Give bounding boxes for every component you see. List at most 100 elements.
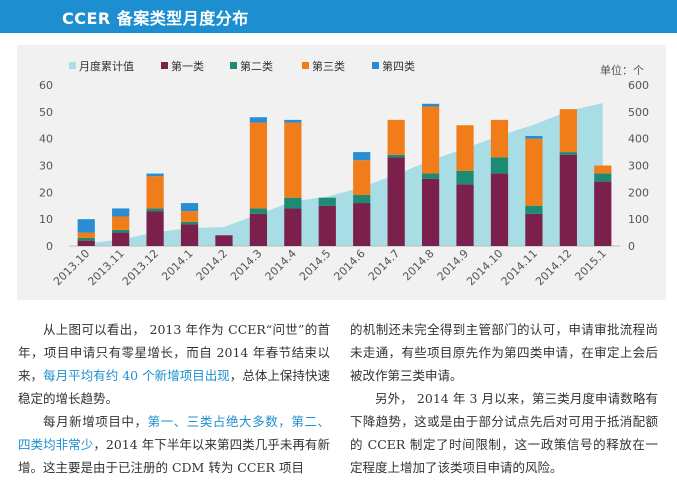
y-left-tick-label: 50	[39, 106, 53, 119]
bar-segment	[421, 178, 440, 246]
y-left-tick-label: 0	[46, 240, 53, 253]
x-tick-label: 2015.1	[572, 247, 608, 283]
bar-segment	[77, 219, 95, 233]
legend-swatch	[302, 62, 309, 69]
x-tick-label: 2014.5	[297, 247, 333, 283]
chart: 2013.102013.112013.122014.12014.22014.32…	[39, 59, 649, 288]
bar-segment	[146, 208, 164, 212]
bar-segment	[387, 157, 405, 246]
bar-segment	[525, 213, 543, 246]
p2-highlight: 第一、三类占绝大多数，第二、四类均非常少	[18, 414, 330, 452]
x-tick-label: 2014.4	[263, 247, 299, 283]
bar-segment	[353, 195, 371, 204]
bar-segment	[318, 205, 336, 246]
unit-label: 单位：个	[600, 63, 644, 77]
y-right-tick-label: 500	[628, 106, 649, 119]
bar-segment	[490, 157, 509, 174]
x-tick-label: 2013.11	[85, 247, 126, 288]
bar-segment	[525, 138, 543, 206]
bar-segment	[180, 224, 199, 246]
bar-segment	[456, 184, 474, 246]
x-tick-label: 2014.12	[533, 247, 574, 288]
p1-highlight: 每月平均有约 40 个新增项目出现	[43, 368, 230, 383]
x-tick-label: 2013.10	[51, 247, 92, 288]
bar-segment	[146, 176, 164, 209]
paragraph-3: 的机制还未完全得到主管部门的认可，申请审批流程尚未走通，有些项目原先作为第四类申…	[350, 322, 658, 383]
bar-segment	[180, 211, 199, 222]
bar-segment	[112, 232, 130, 246]
bar-segment	[249, 117, 268, 123]
y-right-tick-label: 600	[628, 79, 649, 92]
y-right-tick-label: 400	[628, 133, 649, 146]
text-column-left: 从上图可以看出， 2013 年作为 CCER“问世”的首年，项目申请只有零星增长…	[18, 318, 330, 479]
legend-swatch	[161, 62, 168, 69]
legend-label: 第三类	[312, 59, 345, 73]
x-tick-label: 2014.6	[331, 247, 367, 283]
legend-swatch	[230, 62, 237, 69]
p1-text-b: ，总体上保持快速稳定的增长趋势。	[18, 368, 330, 406]
bar-segment	[215, 235, 233, 246]
y-right-tick-label: 300	[628, 160, 649, 173]
bar-segment	[180, 221, 199, 225]
bar-segment	[353, 203, 371, 246]
p2-text-a: 每月新增项目中，	[43, 414, 148, 429]
bar-segment	[490, 173, 509, 246]
bar-segment	[456, 125, 474, 171]
bar-segment	[353, 160, 371, 196]
x-tick-label: 2014.11	[499, 247, 540, 288]
p1-text-a: 从上图可以看出， 2013 年作为 CCER“问世”的首年，项目申请只有零星增长…	[18, 322, 330, 383]
bar-segment	[77, 232, 95, 238]
x-tick-label: 2014.3	[228, 247, 264, 283]
x-tick-label: 2013.12	[120, 247, 161, 288]
x-tick-label: 2014.2	[194, 247, 230, 283]
bar-segment	[559, 154, 577, 246]
bar-segment	[180, 203, 199, 212]
bar-segment	[249, 208, 268, 214]
bar-segment	[112, 229, 130, 233]
bar-segment	[284, 122, 302, 198]
bar-segment	[594, 181, 612, 246]
y-left-tick-label: 20	[39, 186, 53, 199]
bar-segment	[146, 211, 164, 246]
y-left-tick-label: 60	[39, 79, 53, 92]
bar-segment	[421, 103, 440, 107]
section-header: CCER 备案类型月度分布	[0, 0, 677, 33]
bar-segment	[559, 109, 577, 153]
bar-segment	[77, 240, 95, 246]
bar-segment	[525, 135, 543, 139]
bar-segment	[421, 106, 440, 174]
chart-panel: 2013.10 2013.11 2013.12 2014.1 2014.2 2014.3 2…	[17, 45, 666, 300]
legend-label: 第一类	[171, 59, 204, 73]
text-column-right: 的机制还未完全得到主管部门的认可，申请审批流程尚未走通，有些项目原先作为第四类申…	[350, 318, 658, 479]
section-title: CCER 备案类型月度分布	[62, 9, 249, 28]
bar-segment	[525, 205, 543, 214]
legend-swatch	[372, 62, 379, 69]
bar-segment	[594, 165, 612, 174]
bar-segment	[112, 216, 130, 230]
bar-segment	[490, 119, 509, 158]
paragraph-1: 从上图可以看出， 2013 年作为 CCER“问世”的首年，项目申请只有零星增长…	[18, 318, 330, 410]
bar-segment	[146, 173, 164, 177]
bar-segment	[284, 197, 302, 209]
bar-segment	[387, 154, 405, 158]
legend-swatch	[69, 62, 76, 69]
legend-label: 第二类	[240, 59, 273, 73]
x-tick-label: 2014.7	[366, 247, 402, 283]
x-tick-label: 2014.1	[159, 247, 195, 283]
y-right-tick-label: 100	[628, 213, 649, 226]
bar-segment	[456, 170, 474, 185]
y-right-tick-label: 200	[628, 186, 649, 199]
x-tick-label: 2014.8	[400, 247, 436, 283]
y-left-tick-label: 40	[39, 133, 53, 146]
y-left-tick-label: 30	[39, 160, 53, 173]
bar-segment	[559, 152, 577, 155]
bar-segment	[318, 197, 336, 206]
bar-segment	[594, 173, 612, 182]
legend-label: 月度累计值	[79, 59, 134, 73]
bar-segment	[387, 119, 405, 155]
paragraph-2: 每月新增项目中，第一、三类占绝大多数，第二、四类均非常少，2014 年下半年以来…	[18, 410, 330, 479]
p2-text-b: ，2014 年下半年以来第四类几乎未再有新增。这主要是由于已注册的 CDM 转为…	[18, 437, 330, 475]
bar-segment	[77, 237, 95, 241]
legend-label: 第四类	[382, 59, 415, 73]
bar-segment	[249, 213, 268, 246]
